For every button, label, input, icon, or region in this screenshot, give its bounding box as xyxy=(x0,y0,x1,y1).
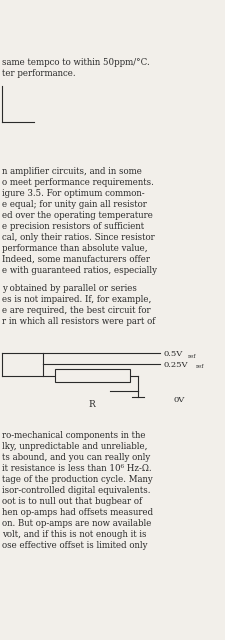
Text: e precision resistors of sufficient: e precision resistors of sufficient xyxy=(2,222,144,231)
Text: cal, only their ratios. Since resistor: cal, only their ratios. Since resistor xyxy=(2,233,154,242)
Text: r in which all resistors were part of: r in which all resistors were part of xyxy=(2,317,155,326)
Text: e with guaranteed ratios, especially: e with guaranteed ratios, especially xyxy=(2,266,156,275)
Text: es is not impaired. If, for example,: es is not impaired. If, for example, xyxy=(2,295,151,304)
Text: same tempco to within 50ppm/°C.: same tempco to within 50ppm/°C. xyxy=(2,58,149,67)
Bar xyxy=(55,369,129,382)
Text: hen op-amps had offsets measured: hen op-amps had offsets measured xyxy=(2,508,153,517)
Text: ose effective offset is limited only: ose effective offset is limited only xyxy=(2,541,147,550)
Text: ro-mechanical components in the: ro-mechanical components in the xyxy=(2,431,145,440)
Text: e are required, the best circuit for: e are required, the best circuit for xyxy=(2,306,150,315)
Text: ed over the operating temperature: ed over the operating temperature xyxy=(2,211,152,220)
Text: ter performance.: ter performance. xyxy=(2,69,75,78)
Text: igure 3.5. For optimum common-: igure 3.5. For optimum common- xyxy=(2,189,144,198)
Text: isor-controlled digital equivalents.: isor-controlled digital equivalents. xyxy=(2,486,150,495)
Text: ref: ref xyxy=(187,353,196,358)
Text: R: R xyxy=(88,400,95,409)
Text: on. But op-amps are now available: on. But op-amps are now available xyxy=(2,519,151,528)
Text: y obtained by parallel or series: y obtained by parallel or series xyxy=(2,284,136,293)
Text: it resistance is less than 10⁶ Hz-Ω.: it resistance is less than 10⁶ Hz-Ω. xyxy=(2,464,151,473)
Text: 0V: 0V xyxy=(172,396,183,404)
Text: e equal; for unity gain all resistor: e equal; for unity gain all resistor xyxy=(2,200,146,209)
Text: ts abound, and you can really only: ts abound, and you can really only xyxy=(2,453,150,462)
Text: 0.5V: 0.5V xyxy=(162,350,181,358)
Text: o meet performance requirements.: o meet performance requirements. xyxy=(2,178,153,187)
Text: tage of the production cycle. Many: tage of the production cycle. Many xyxy=(2,475,152,484)
Text: n amplifier circuits, and in some: n amplifier circuits, and in some xyxy=(2,167,141,176)
Text: lky, unpredictable and unreliable,: lky, unpredictable and unreliable, xyxy=(2,442,147,451)
Text: Indeed, some manufacturers offer: Indeed, some manufacturers offer xyxy=(2,255,149,264)
Text: performance than absolute value,: performance than absolute value, xyxy=(2,244,147,253)
Text: ref: ref xyxy=(195,365,203,369)
Text: volt, and if this is not enough it is: volt, and if this is not enough it is xyxy=(2,530,146,539)
Text: 0.25V: 0.25V xyxy=(162,361,187,369)
Text: oot is to null out that bugbear of: oot is to null out that bugbear of xyxy=(2,497,142,506)
